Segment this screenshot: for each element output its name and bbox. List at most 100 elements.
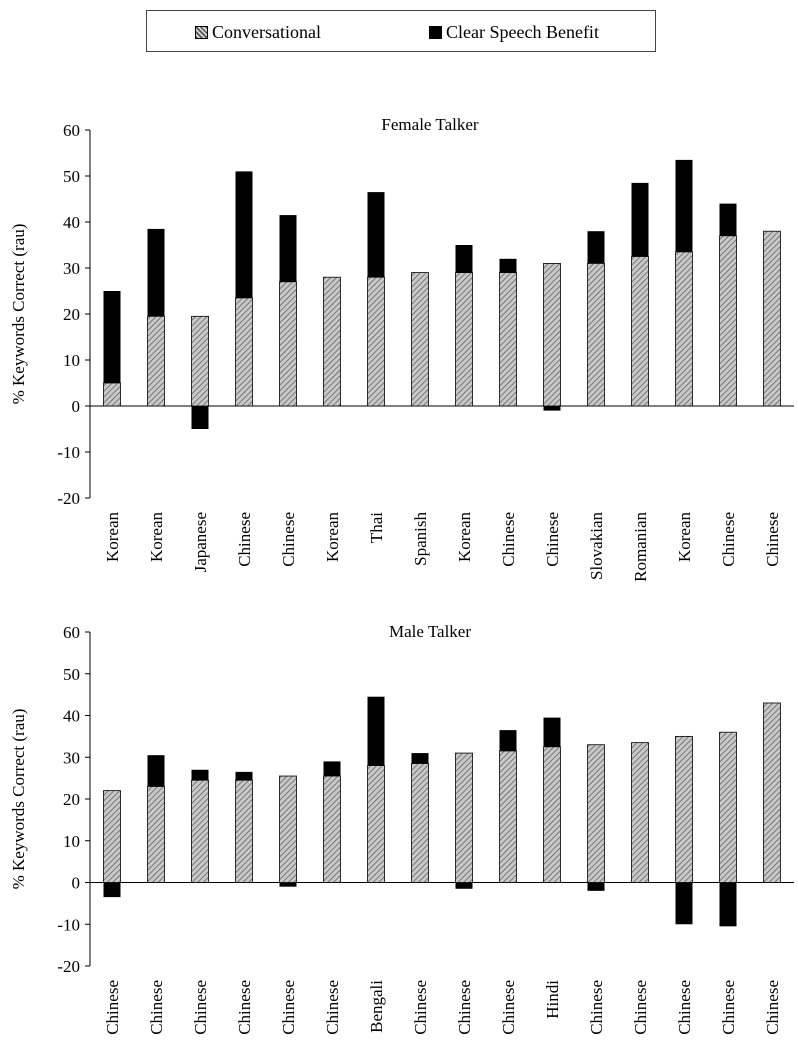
x-tick-label: Korean [103,512,122,563]
bar-clear-speech-benefit [279,215,297,282]
bar-conversational [499,750,517,883]
bar-clear-speech-benefit [147,228,165,317]
bar-conversational [191,779,209,883]
x-tick-label: Thai [367,512,386,543]
bar-conversational [587,744,605,883]
x-tick-label: Chinese [763,980,782,1035]
bar-clear-speech-benefit [543,717,561,747]
bar-clear-speech-benefit [191,406,209,429]
bar-conversational [323,276,341,407]
bar-clear-speech-benefit [323,761,341,777]
bar-conversational [719,731,737,883]
bar-conversational [719,235,737,407]
chart-title: Male Talker [389,622,471,641]
y-tick-label: 40 [63,707,80,726]
x-tick-label: Chinese [499,512,518,567]
legend-label-clear-speech: Clear Speech Benefit [446,22,599,42]
y-tick-label: -20 [57,489,80,508]
bar-clear-speech-benefit [719,203,737,236]
x-tick-label: Chinese [587,980,606,1035]
bar-clear-speech-benefit [103,291,121,383]
y-tick-label: 60 [63,623,80,642]
conversational-swatch [195,26,208,39]
y-tick-label: 20 [63,790,80,809]
bar-clear-speech-benefit [235,771,253,781]
x-tick-label: Chinese [191,980,210,1035]
y-tick-label: 50 [63,167,80,186]
bar-conversational [147,786,165,883]
bar-clear-speech-benefit [411,753,429,764]
x-tick-label: Chinese [235,512,254,567]
bar-conversational [103,382,121,407]
x-tick-label: Hindi [543,980,562,1019]
bar-conversational [411,272,429,407]
bar-conversational [147,315,165,407]
y-tick-label: 10 [63,351,80,370]
legend-item-conversational: Conversational [195,22,321,43]
y-tick-label: 60 [63,121,80,140]
y-tick-label: 0 [72,397,81,416]
bar-clear-speech-benefit [543,406,561,411]
y-tick-label: 20 [63,305,80,324]
x-tick-label: Korean [675,512,694,563]
bar-conversational [235,779,253,883]
bar-clear-speech-benefit [235,171,253,298]
x-tick-label: Chinese [323,980,342,1035]
x-tick-label: Chinese [411,980,430,1035]
bar-clear-speech-benefit [455,882,473,889]
x-tick-label: Japanese [191,512,210,572]
bar-conversational [587,262,605,407]
bar-conversational [367,765,385,883]
male-talker-chart: -20 -10 0 10 20 30 40 50 60 % Keywords Correct (r… [9,622,794,1035]
y-tick-label: 40 [63,213,80,232]
bar-clear-speech-benefit [103,882,121,898]
bar-conversational [411,763,429,883]
bar-conversational [279,775,297,883]
bar-conversational [763,702,781,883]
y-tick-label: 0 [72,874,81,893]
x-tick-label: Chinese [279,512,298,567]
bar-clear-speech-benefit [455,245,473,273]
bar-conversational [235,297,253,407]
x-tick-label: Chinese [543,512,562,567]
chart-title: Female Talker [381,115,478,134]
x-tick-label: Korean [147,512,166,563]
x-tick-label: Korean [455,512,474,563]
bar-clear-speech-benefit [675,882,693,925]
bar-conversational [543,746,561,883]
x-tick-label: Chinese [103,980,122,1035]
y-tick-label: -20 [57,957,80,976]
bar-clear-speech-benefit [499,730,517,751]
bar-conversational [543,262,561,407]
bar-clear-speech-benefit [631,182,649,257]
x-tick-label: Chinese [675,980,694,1035]
clear-speech-swatch [429,26,442,39]
bar-conversational [763,230,781,407]
bar-clear-speech-benefit [499,258,517,273]
bar-clear-speech-benefit [191,769,209,781]
x-tick-label: Chinese [631,980,650,1035]
bar-conversational [675,735,693,883]
bar-conversational [499,272,517,407]
x-tick-label: Chinese [279,980,298,1035]
bar-conversational [455,272,473,407]
x-tick-label: Slovakian [587,512,606,580]
x-tick-label: Chinese [719,980,738,1035]
bar-conversational [367,276,385,407]
bar-clear-speech-benefit [367,696,385,766]
x-tick-label: Chinese [455,980,474,1035]
x-tick-label: Spanish [411,512,430,566]
bar-conversational [631,256,649,407]
legend-label-conversational: Conversational [212,22,321,42]
y-tick-label: -10 [57,915,80,934]
chart-legend: Conversational Clear Speech Benefit [146,10,656,52]
bar-conversational [675,251,693,407]
bar-conversational [191,315,209,407]
bar-clear-speech-benefit [587,231,605,264]
bar-clear-speech-benefit [147,755,165,787]
bar-conversational [279,281,297,407]
x-tick-label: Chinese [147,980,166,1035]
legend-item-clear-speech: Clear Speech Benefit [429,22,599,43]
x-tick-label: Korean [323,512,342,563]
bar-conversational [455,752,473,883]
